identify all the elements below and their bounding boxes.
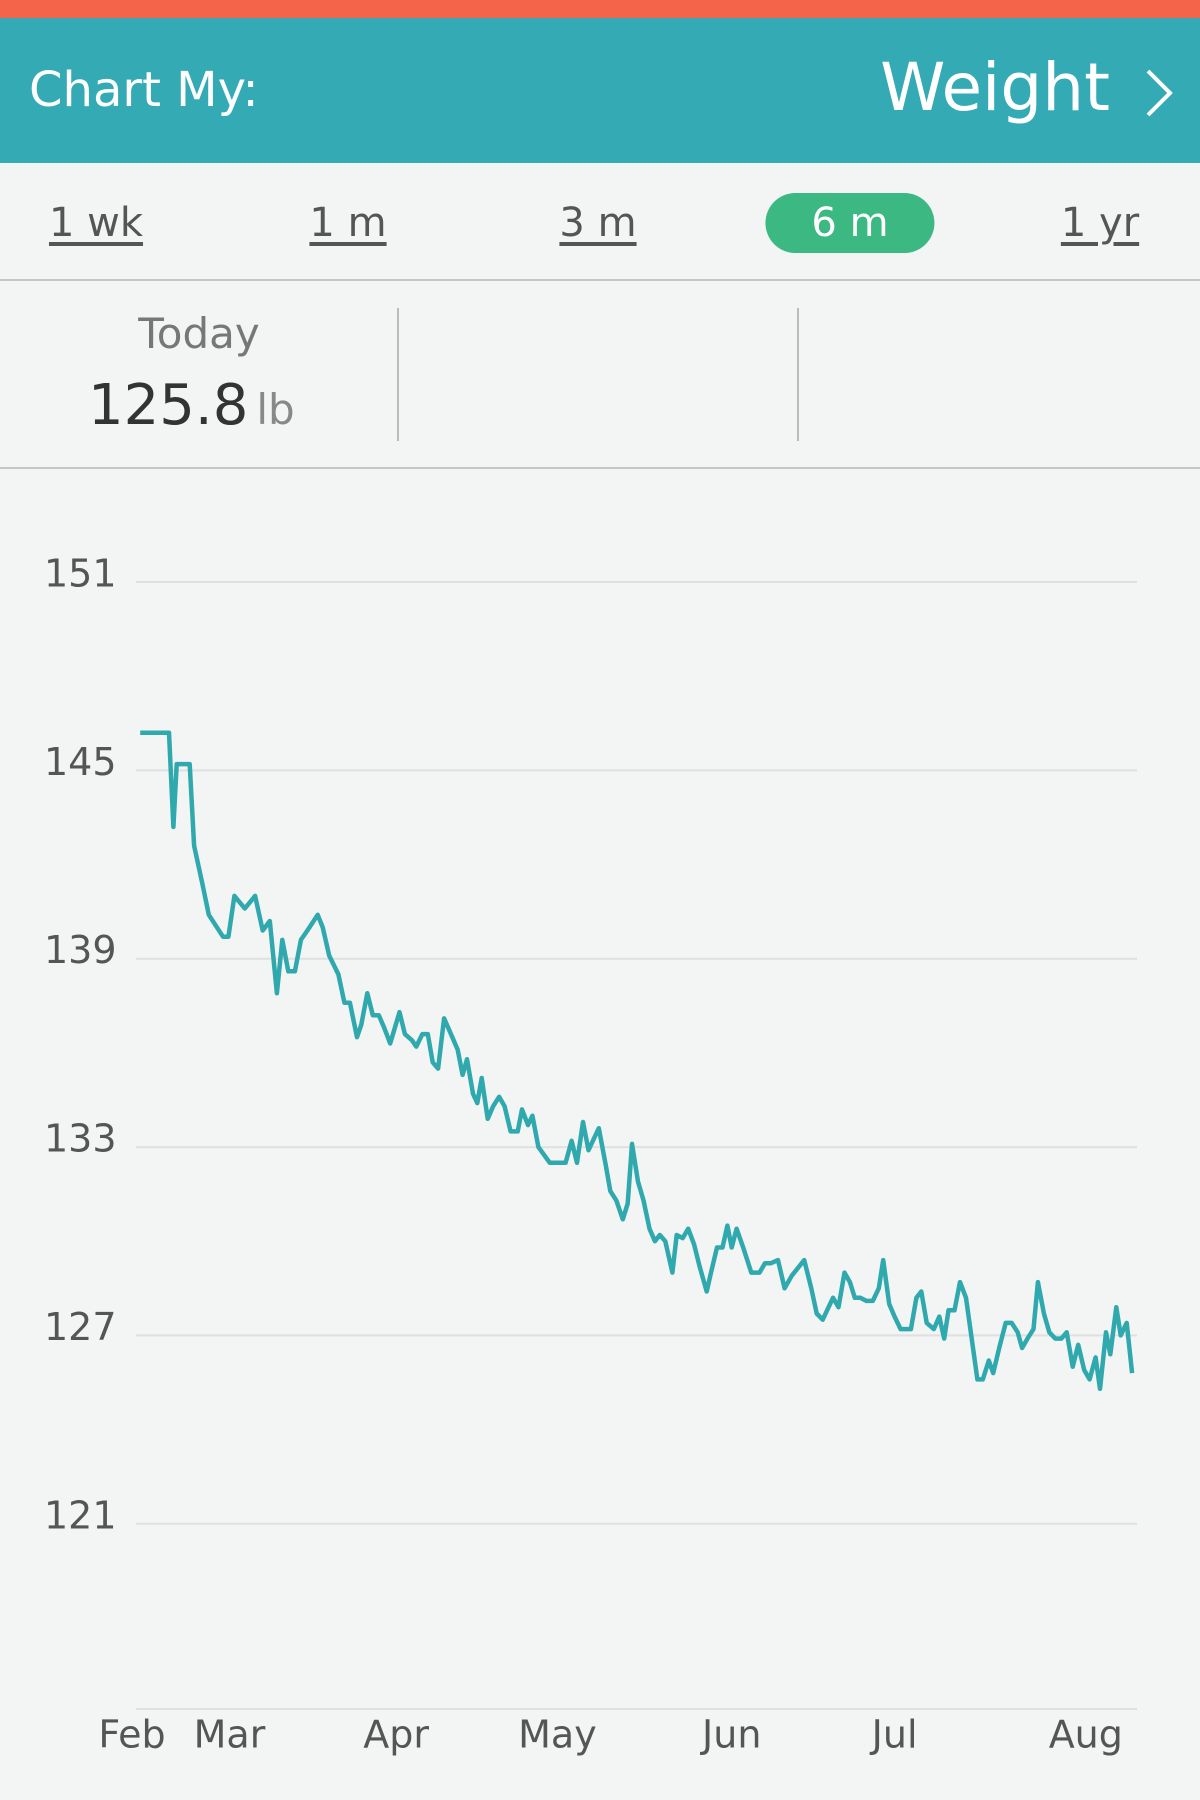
metric-selector[interactable]: Weight [880,49,1110,126]
weight-line [140,730,1135,1392]
range-tab[interactable]: 3 m [559,200,637,246]
summary: Today 125.8 lb [0,281,1200,469]
range-tab[interactable]: 1 wk [48,200,144,246]
summary-value-wrap: 125.8 lb [88,373,295,438]
y-tick-label: 121 [44,1493,117,1537]
range-tabs: 1 wk 1 m 3 m 6 m 1 yr [0,163,1200,281]
x-tick-label: Aug [1049,1713,1123,1757]
y-tick-label: 139 [44,928,117,972]
y-tick-label: 145 [44,740,117,784]
summary-label: Today [138,309,260,358]
divider [797,308,799,441]
x-tick-label: Apr [363,1713,429,1757]
x-tick-label: Mar [194,1713,266,1757]
range-tab[interactable]: 1 yr [1060,200,1140,246]
header-label: Chart My: [29,62,259,118]
x-tick-label: May [518,1713,597,1757]
divider [397,308,399,441]
x-tick-label: Jun [700,1713,761,1757]
y-tick-label: 151 [44,552,117,596]
range-tab[interactable]: 6 m [765,193,935,253]
range-tab[interactable]: 1 m [309,200,387,246]
x-tick-label: Jul [870,1713,918,1757]
summary-unit: lb [256,385,295,434]
header: Chart My: Weight [0,18,1200,163]
y-tick-label: 133 [44,1117,117,1161]
y-tick-label: 127 [44,1305,117,1349]
status-stripe [0,0,1200,18]
chevron[interactable] [1144,68,1174,118]
summary-value: 125.8 [88,373,249,438]
x-tick-label: Feb [98,1713,165,1757]
